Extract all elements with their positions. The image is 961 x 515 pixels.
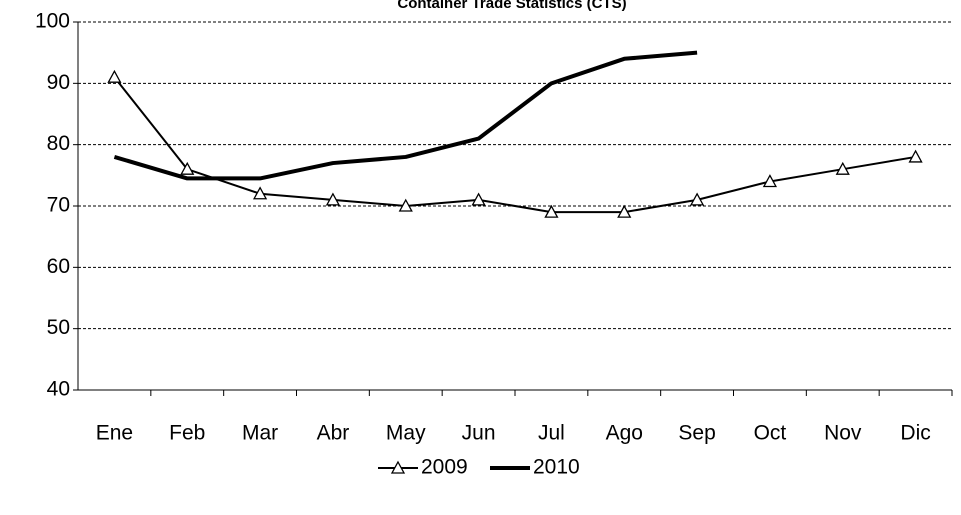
x-tick-label: Feb <box>169 422 205 445</box>
y-tick-label: 60 <box>47 255 70 278</box>
y-tick-label: 70 <box>47 194 70 217</box>
marker <box>544 204 559 218</box>
y-tick-label: 90 <box>47 71 70 94</box>
x-tick-label: Sep <box>678 422 715 445</box>
marker <box>325 192 341 206</box>
marker <box>762 174 778 188</box>
series-line <box>113 50 698 181</box>
marker <box>398 198 413 212</box>
chart-title: Container Trade Statistics (CTS) <box>397 0 626 12</box>
x-tick-label: Ago <box>606 422 643 445</box>
series-line <box>113 76 916 214</box>
x-tick-label: May <box>386 422 426 445</box>
x-tick-label: Mar <box>242 422 278 445</box>
marker <box>252 186 268 200</box>
x-tick-label: Dic <box>900 422 930 445</box>
marker <box>180 161 195 175</box>
marker <box>908 149 923 163</box>
x-tick-label: Nov <box>824 422 862 445</box>
x-tick-label: Oct <box>754 422 787 445</box>
legend-marker <box>390 460 406 474</box>
marker <box>107 69 122 83</box>
legend-label: 2009 <box>421 456 468 479</box>
x-tick-label: Ene <box>96 422 133 445</box>
marker <box>617 204 632 218</box>
x-tick-label: Abr <box>317 422 350 445</box>
y-tick-label: 100 <box>35 10 70 33</box>
marker <box>689 192 705 206</box>
marker <box>835 161 850 175</box>
y-tick-label: 40 <box>47 378 70 401</box>
x-tick-label: Jun <box>462 422 496 445</box>
x-tick-label: Jul <box>538 422 565 445</box>
y-tick-label: 50 <box>47 316 70 339</box>
legend-label: 2010 <box>533 456 580 479</box>
y-tick-label: 80 <box>47 132 70 155</box>
marker <box>471 192 486 206</box>
